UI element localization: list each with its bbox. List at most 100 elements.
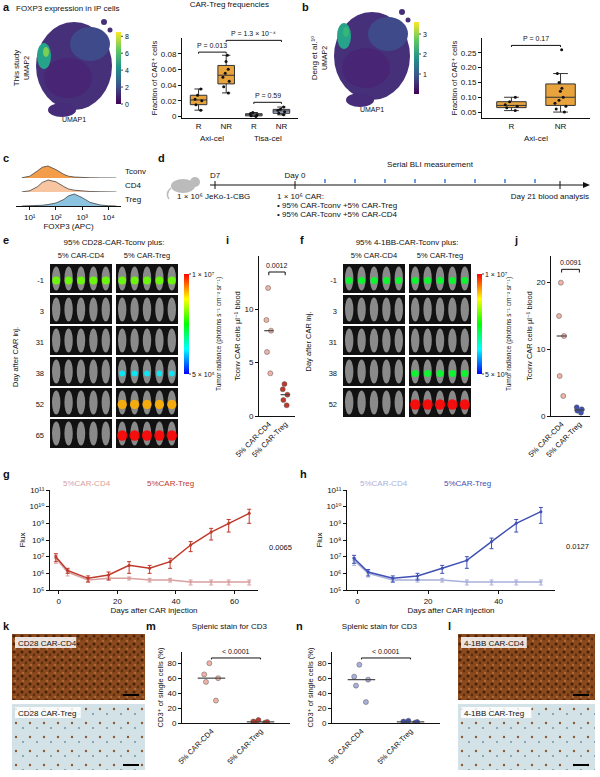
svg-text:CD4: CD4 xyxy=(125,181,142,190)
svg-text:10: 10 xyxy=(244,305,253,314)
svg-text:Tumor radiance (photons s⁻¹ cm: Tumor radiance (photons s⁻¹ cm⁻² sr⁻¹) xyxy=(505,277,513,391)
svg-text:< 0.0001: < 0.0001 xyxy=(222,648,250,655)
svg-text:Days after CAR injection: Days after CAR injection xyxy=(407,606,494,615)
svg-text:FOXP3 expression in IP cells: FOXP3 expression in IP cells xyxy=(16,4,119,13)
svg-text:Day after CAR inj.: Day after CAR inj. xyxy=(304,311,313,371)
svg-text:R: R xyxy=(251,122,257,131)
svg-text:10¹¹: 10¹¹ xyxy=(327,486,342,495)
svg-text:5% CAR-CD4: 5% CAR-CD4 xyxy=(58,251,104,260)
svg-text:5% CAR-CD4: 5% CAR-CD4 xyxy=(527,420,566,459)
svg-text:CD28 CAR-Treg: CD28 CAR-Treg xyxy=(18,709,76,718)
svg-text:5: 5 xyxy=(249,358,254,367)
svg-text:0.15: 0.15 xyxy=(461,78,477,87)
svg-text:0: 0 xyxy=(172,112,177,121)
svg-text:3: 3 xyxy=(40,307,44,316)
svg-text:0: 0 xyxy=(541,412,546,421)
svg-text:5%CAR-Treg: 5%CAR-Treg xyxy=(444,479,491,488)
svg-text:0: 0 xyxy=(172,719,177,728)
svg-text:Fraction of CAR⁺ cells: Fraction of CAR⁺ cells xyxy=(450,41,459,116)
svg-text:5% CAR-Treg: 5% CAR-Treg xyxy=(417,251,463,260)
svg-text:• 95% CAR-Tconv +5% CAR-CD4: • 95% CAR-Tconv +5% CAR-CD4 xyxy=(277,210,398,219)
svg-text:10⁹: 10⁹ xyxy=(32,519,44,528)
svg-text:10: 10 xyxy=(536,345,545,354)
svg-text:0.0012: 0.0012 xyxy=(266,262,288,269)
svg-text:20: 20 xyxy=(424,597,433,606)
svg-text:3: 3 xyxy=(423,31,427,38)
svg-text:6: 6 xyxy=(125,50,129,57)
svg-text:10⁷: 10⁷ xyxy=(330,552,342,561)
svg-text:Splenic stain for CD3: Splenic stain for CD3 xyxy=(192,622,268,631)
svg-text:0.25: 0.25 xyxy=(461,49,477,58)
svg-text:0.02: 0.02 xyxy=(161,97,177,106)
svg-text:Flux: Flux xyxy=(315,532,324,547)
svg-text:5% CAR-CD4: 5% CAR-CD4 xyxy=(326,727,365,766)
svg-text:3: 3 xyxy=(333,307,337,316)
svg-text:1 × 10⁷: 1 × 10⁷ xyxy=(192,271,215,278)
svg-text:0: 0 xyxy=(57,597,62,606)
svg-text:5% CAR-Treg: 5% CAR-Treg xyxy=(544,420,583,459)
svg-text:10¹⁰: 10¹⁰ xyxy=(327,502,342,511)
svg-text:1 × 10⁶ CAR:: 1 × 10⁶ CAR: xyxy=(277,192,324,201)
svg-text:0: 0 xyxy=(355,597,360,606)
svg-text:• 95% CAR-Tconv +5% CAR-Treg: • 95% CAR-Tconv +5% CAR-Treg xyxy=(277,201,397,210)
svg-text:Days after CAR injection: Days after CAR injection xyxy=(110,606,197,615)
svg-text:< 0.0001: < 0.0001 xyxy=(372,648,400,655)
svg-text:CD3⁺ of single cells (%): CD3⁺ of single cells (%) xyxy=(306,647,315,727)
svg-text:Tconv CAR cells µl⁻¹ blood: Tconv CAR cells µl⁻¹ blood xyxy=(525,291,534,381)
svg-text:NR: NR xyxy=(220,122,232,131)
svg-text:5% CAR-CD4: 5% CAR-CD4 xyxy=(234,420,273,459)
svg-text:P = 1.3 × 10⁻⁴: P = 1.3 × 10⁻⁴ xyxy=(231,30,276,37)
svg-text:10⁶: 10⁶ xyxy=(329,569,341,578)
svg-text:20: 20 xyxy=(167,704,176,713)
svg-text:5% CAR-CD4: 5% CAR-CD4 xyxy=(351,251,397,260)
svg-text:CD28 CAR-CD4: CD28 CAR-CD4 xyxy=(18,639,77,648)
svg-text:10³: 10³ xyxy=(76,213,88,222)
svg-text:Day 0: Day 0 xyxy=(285,171,306,180)
svg-text:10⁵: 10⁵ xyxy=(32,586,44,595)
svg-text:10²: 10² xyxy=(50,213,62,222)
svg-text:Flux: Flux xyxy=(18,532,27,547)
svg-text:52: 52 xyxy=(329,400,337,409)
svg-text:UMAP2: UMAP2 xyxy=(321,46,328,70)
svg-text:40: 40 xyxy=(494,597,503,606)
svg-text:CAR-Treg frequencies: CAR-Treg frequencies xyxy=(190,0,269,9)
svg-text:5% CAR-Treg: 5% CAR-Treg xyxy=(225,727,264,766)
svg-text:Splenic stain for CD3: Splenic stain for CD3 xyxy=(342,622,418,631)
svg-text:10¹¹: 10¹¹ xyxy=(30,486,45,495)
svg-text:Axi-cel: Axi-cel xyxy=(200,134,224,143)
svg-text:0.08: 0.08 xyxy=(161,49,177,58)
svg-text:NR: NR xyxy=(555,122,567,131)
svg-text:20: 20 xyxy=(536,278,545,287)
svg-text:Tisa-cel: Tisa-cel xyxy=(254,134,282,143)
svg-text:0.0065: 0.0065 xyxy=(269,543,292,552)
svg-text:5% CAR-Treg: 5% CAR-Treg xyxy=(124,251,170,260)
svg-text:0.0127: 0.0127 xyxy=(566,542,589,551)
svg-text:Tconv: Tconv xyxy=(125,167,146,176)
svg-text:Treg: Treg xyxy=(125,195,141,204)
svg-text:-1: -1 xyxy=(37,276,44,285)
svg-text:60: 60 xyxy=(167,674,176,683)
svg-text:10⁸: 10⁸ xyxy=(32,536,44,545)
svg-text:0: 0 xyxy=(249,412,254,421)
svg-text:UMAP1: UMAP1 xyxy=(360,106,384,113)
svg-text:10¹⁰: 10¹⁰ xyxy=(30,502,45,511)
svg-text:Fraction of CAR⁺ cells: Fraction of CAR⁺ cells xyxy=(150,41,159,116)
svg-text:R: R xyxy=(196,122,202,131)
svg-text:0.20: 0.20 xyxy=(461,63,477,72)
svg-text:This study: This study xyxy=(12,50,21,86)
svg-text:UMAP1: UMAP1 xyxy=(62,116,86,123)
svg-text:0.05: 0.05 xyxy=(461,108,477,117)
svg-text:Tumor radiance (photons s⁻¹ cm: Tumor radiance (photons s⁻¹ cm⁻² sr⁻¹) xyxy=(215,277,223,391)
svg-text:5% CAR-Treg: 5% CAR-Treg xyxy=(250,420,289,459)
svg-text:31: 31 xyxy=(329,338,337,347)
svg-text:31: 31 xyxy=(36,338,44,347)
svg-text:95% 4-1BB-CAR-Tconv plus:: 95% 4-1BB-CAR-Tconv plus: xyxy=(356,238,459,247)
svg-text:0: 0 xyxy=(322,719,327,728)
svg-text:5%CAR-CD4: 5%CAR-CD4 xyxy=(63,479,111,488)
svg-text:80: 80 xyxy=(167,659,176,668)
svg-text:2: 2 xyxy=(423,51,427,58)
svg-text:10¹: 10¹ xyxy=(24,213,36,222)
svg-text:60: 60 xyxy=(317,674,326,683)
svg-text:10⁶: 10⁶ xyxy=(32,569,44,578)
svg-text:0: 0 xyxy=(125,101,129,108)
